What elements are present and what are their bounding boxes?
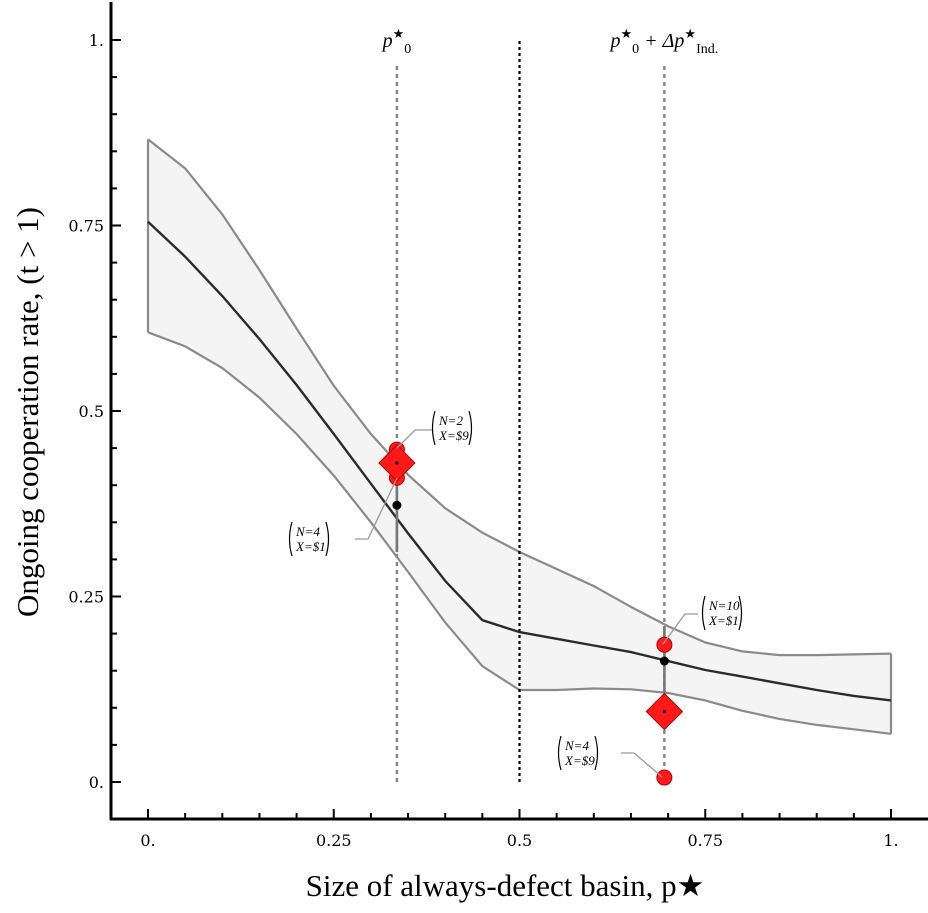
annotation-x-text: X=$1 (295, 539, 326, 554)
x-tick-label: 1. (883, 831, 898, 850)
axis-ticks: 0. 0.25 0.5 0.75 1. 0. 0.25 0.5 0.75 1. (68, 31, 898, 850)
reference-line-label-0: p★0 (381, 26, 412, 57)
y-axis-title: Ongoing cooperation rate, (t > 1) (10, 207, 45, 617)
annotation-x-text: X=$9 (438, 428, 469, 443)
model-curve (147, 220, 892, 702)
annotation-n-text: N=4 (564, 738, 589, 753)
annotation-x-text: X=$9 (564, 753, 595, 768)
x-tick-label: 0.25 (316, 831, 352, 850)
annotation-right-paren (325, 521, 330, 557)
x-axis-title: Size of always-defect basin, p★ (306, 868, 705, 903)
annotation-right-paren (468, 410, 473, 446)
y-tick-label: 1. (89, 31, 104, 50)
annotation-right-paren (738, 595, 743, 631)
experiment-mean-dot (395, 461, 399, 465)
reference-line-labels: p★0 p★0 + Δp★Ind. (381, 26, 719, 57)
vertical-reference-lines (395, 40, 666, 782)
reference-line-label-2: p★0 + Δp★Ind. (609, 26, 719, 57)
annotation-leader (396, 429, 433, 449)
y-tick-label: 0.5 (79, 402, 104, 421)
x-tick-label: 0. (140, 831, 155, 850)
experiment-point (656, 636, 673, 653)
model-point (659, 656, 669, 666)
y-tick-label: 0.25 (68, 588, 104, 607)
model-line (147, 220, 892, 702)
experiment-mean-dot (662, 709, 666, 714)
annotations: N=2X=$9N=4X=$1N=10X=$1N=4X=$9 (288, 410, 743, 778)
annotation-leader (355, 477, 398, 540)
annotation-leader (621, 752, 663, 778)
model-point (392, 500, 402, 510)
annotation-x-text: X=$1 (708, 613, 739, 628)
x-tick-label: 0.5 (507, 831, 532, 850)
annotation-left-paren (288, 521, 293, 557)
annotation-n-text: N=10 (708, 598, 740, 613)
experiment-point (656, 769, 673, 786)
annotation-left-paren (431, 410, 436, 446)
annotation-right-paren (594, 735, 599, 771)
annotation-left-paren (701, 595, 706, 631)
annotation-leader (662, 613, 698, 645)
annotation-left-paren (557, 735, 562, 771)
data-points (378, 441, 684, 786)
y-tick-label: 0. (89, 773, 104, 792)
y-tick-label: 0.75 (68, 217, 104, 236)
band-fill (148, 139, 891, 734)
annotation-n-text: N=4 (295, 524, 320, 539)
x-tick-label: 0.75 (687, 831, 723, 850)
annotation-n-text: N=2 (438, 413, 463, 428)
